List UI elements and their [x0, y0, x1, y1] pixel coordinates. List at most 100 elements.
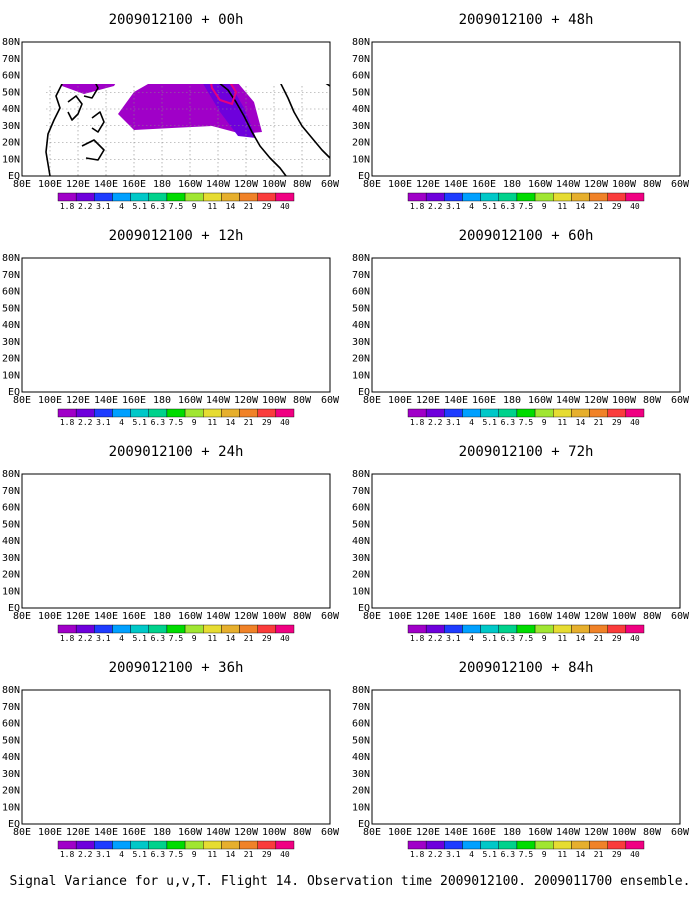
map-area	[44, 84, 331, 177]
longitude-label: 100E	[388, 827, 412, 838]
colorbar-label: 9	[192, 634, 197, 643]
colorbar-swatch	[589, 624, 608, 634]
longitude-label: 120E	[416, 395, 440, 406]
latitude-label: 60N	[2, 503, 20, 514]
colorbar-swatch	[257, 408, 277, 418]
colorbar-label: 11	[207, 202, 217, 211]
map-frame	[21, 473, 331, 609]
colorbar-swatch	[239, 192, 258, 202]
colorbar-swatch	[148, 192, 168, 202]
colorbar-swatch	[444, 408, 463, 418]
panel-title: 2009012100 + 12h	[109, 228, 244, 244]
longitude-label: 60W	[671, 395, 690, 406]
longitude-label: 140E	[94, 179, 118, 190]
latitude-label: 10N	[352, 802, 370, 813]
panel-title: 2009012100 + 00h	[109, 12, 244, 28]
colorbar-label: 9	[192, 418, 197, 427]
colorbar-label: 2.2	[428, 634, 443, 643]
colorbar-label: 6.3	[501, 634, 516, 643]
colorbar-label: 11	[557, 202, 567, 211]
longitude-label: 140E	[94, 611, 118, 622]
latitude-label: 20N	[2, 570, 20, 581]
longitude-label: 100W	[612, 395, 637, 406]
colorbar-label: 11	[207, 418, 217, 427]
latitude-label: 30N	[352, 337, 370, 348]
longitude-label: 120W	[584, 611, 609, 622]
colorbar-label: 7.5	[519, 202, 534, 211]
colorbar-label: 6.3	[151, 634, 166, 643]
colorbar-swatch	[148, 408, 168, 418]
latitude-label: 70N	[2, 54, 20, 65]
colorbar-swatch	[57, 624, 77, 634]
forecast-panel-48h: 2009012100 + 48h EQ 10N 20N 30N 40N 50N 60N 70N 8…	[352, 12, 690, 211]
colorbar-swatch	[534, 408, 554, 418]
latitude-label: 20N	[352, 786, 370, 797]
colorbar-swatch	[257, 840, 277, 850]
colorbar-swatch	[239, 840, 258, 850]
latitude-label: 80N	[352, 37, 370, 48]
longitude-label: 120W	[234, 611, 259, 622]
longitude-label: 100E	[38, 395, 62, 406]
colorbar-label: 21	[594, 850, 604, 859]
latitude-label: 20N	[352, 354, 370, 365]
latitude-label: 70N	[352, 702, 370, 713]
latitude-label: 60N	[352, 503, 370, 514]
longitude-label: 140W	[556, 611, 581, 622]
longitude-label: 120W	[584, 395, 609, 406]
latitude-label: 30N	[2, 337, 20, 348]
colorbar-swatch	[625, 408, 645, 418]
latitude-label: 50N	[352, 303, 370, 314]
coastline	[219, 84, 287, 177]
colorbar-swatch	[589, 408, 608, 418]
colorbar-swatch	[184, 408, 204, 418]
colorbar-label: 40	[280, 418, 290, 427]
colorbar-label: 7.5	[169, 418, 184, 427]
forecast-panel-00h: 2009012100 + 00h EQ 10N 20N 30N 40N 50N 60N 70N 8…	[2, 12, 340, 211]
colorbar-swatch	[221, 840, 240, 850]
panel-title: 2009012100 + 36h	[109, 660, 244, 676]
colorbar-label: 21	[244, 202, 254, 211]
colorbar-swatch	[166, 624, 186, 634]
colorbar-swatch	[94, 624, 113, 634]
forecast-panel-24h: 2009012100 + 24h EQ 10N 20N 30N 40N 50N 60N 70N 8…	[2, 444, 340, 643]
latitude-label: 20N	[2, 138, 20, 149]
colorbar-label: 14	[226, 850, 236, 859]
colorbar-swatch	[444, 192, 463, 202]
colorbar-label: 14	[576, 850, 586, 859]
colorbar-label: 14	[576, 202, 586, 211]
colorbar: 1.8 2.2 3.1 4 5.1 6.3 7.5 9 11 14 21 29 40	[407, 192, 645, 211]
colorbar-label: 2.2	[428, 850, 443, 859]
colorbar-swatch	[275, 192, 295, 202]
colorbar-label: 9	[192, 202, 197, 211]
longitude-label: 140E	[444, 179, 468, 190]
colorbar-label: 4	[469, 850, 474, 859]
map-frame	[371, 257, 681, 393]
latitude-label: 60N	[352, 719, 370, 730]
latitude-label: 70N	[352, 486, 370, 497]
latitude-label: 50N	[352, 519, 370, 530]
latitude-label: EQ	[8, 387, 20, 398]
colorbar-swatch	[571, 192, 590, 202]
colorbar-label: 5.1	[482, 634, 497, 643]
longitude-label: 160E	[472, 395, 496, 406]
colorbar-label: 6.3	[501, 850, 516, 859]
colorbar-swatch	[516, 408, 536, 418]
colorbar-swatch	[130, 408, 149, 418]
coastline	[91, 111, 105, 133]
longitude-label: 80E	[13, 395, 31, 406]
panel-title: 2009012100 + 84h	[459, 660, 594, 676]
colorbar-label: 9	[542, 418, 547, 427]
colorbar-label: 5.1	[132, 202, 147, 211]
colorbar-label: 4	[119, 850, 124, 859]
colorbar-label: 5.1	[132, 634, 147, 643]
longitude-label: 180	[153, 827, 171, 838]
colorbar-swatch	[625, 624, 645, 634]
colorbar-swatch	[221, 192, 240, 202]
colorbar-label: 40	[280, 634, 290, 643]
longitude-label: 160W	[178, 395, 203, 406]
longitude-label: 80W	[643, 611, 662, 622]
variance-contour	[62, 84, 116, 94]
colorbar-swatch	[407, 624, 427, 634]
observation-region-outline	[210, 84, 238, 106]
longitude-label: 180	[153, 179, 171, 190]
